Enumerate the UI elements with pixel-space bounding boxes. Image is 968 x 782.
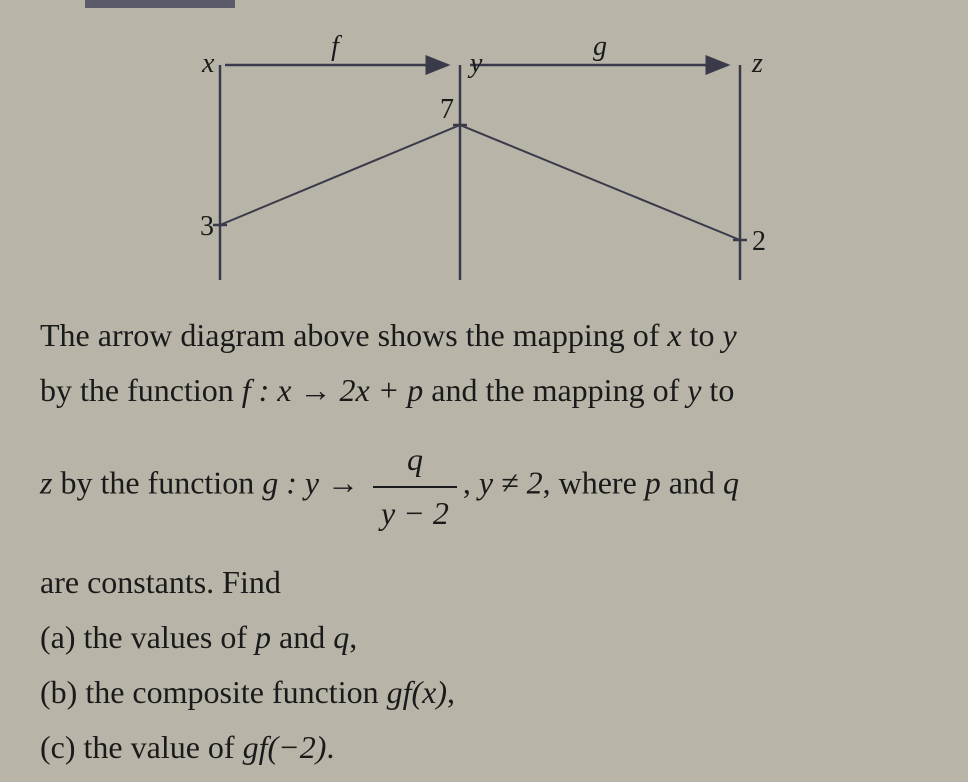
item-c: (c) the value of gf(−2).	[40, 722, 940, 773]
var-p: p	[645, 465, 661, 501]
fraction-numerator: q	[373, 434, 457, 487]
var-x: x	[667, 317, 681, 353]
item-label: (c)	[40, 729, 76, 765]
var-z: z	[40, 465, 52, 501]
var-y: y	[687, 372, 701, 408]
var-q: q	[723, 465, 739, 501]
text-segment: to	[682, 317, 723, 353]
fraction: q y − 2	[373, 434, 457, 538]
item-b: (b) the composite function gf(x),	[40, 667, 940, 718]
y-tick-label: 7	[440, 94, 454, 125]
item-a: (a) the values of p and q,	[40, 612, 940, 663]
label-g: g	[593, 31, 607, 62]
comma: ,	[463, 465, 471, 501]
f-definition: f : x → 2x + p	[242, 372, 424, 408]
text-segment: to	[701, 372, 734, 408]
paragraph-3: z by the function g : y → q y − 2 , y ≠ …	[40, 434, 940, 538]
var-y: y	[722, 317, 736, 353]
text-segment: are constants. Find	[40, 564, 281, 600]
text-segment: and the mapping of	[423, 372, 687, 408]
diagram-svg: x y z f g 3 7 2	[170, 30, 790, 290]
paragraph-2: by the function f : x → 2x + p and the m…	[40, 365, 940, 416]
label-y: y	[467, 48, 483, 79]
var-p: p	[255, 619, 271, 655]
g-definition-left: g : y →	[262, 465, 359, 501]
text-segment: by the function	[40, 372, 242, 408]
comma: ,	[447, 674, 455, 710]
text-segment: , where	[543, 465, 645, 501]
question-text: The arrow diagram above shows the mappin…	[40, 310, 940, 774]
gf-neg2: gf(−2)	[243, 729, 327, 765]
text-segment: and	[271, 619, 333, 655]
z-tick-label: 2	[752, 226, 766, 257]
text-segment: by the function	[52, 465, 262, 501]
fraction-denominator: y − 2	[373, 488, 457, 539]
var-q: q	[333, 619, 349, 655]
top-border-accent	[85, 0, 235, 8]
x-tick-label: 3	[200, 211, 214, 242]
text-segment: the composite function	[77, 674, 386, 710]
label-x: x	[201, 48, 215, 79]
text-segment: the values of	[76, 619, 256, 655]
comma: ,	[349, 619, 357, 655]
text-segment: the value of	[76, 729, 243, 765]
gf-x: gf(x)	[387, 674, 447, 710]
paragraph-1: The arrow diagram above shows the mappin…	[40, 310, 940, 361]
item-label: (b)	[40, 674, 77, 710]
label-z: z	[751, 48, 763, 79]
arrow-diagram: x y z f g 3 7 2	[170, 30, 790, 290]
label-f: f	[331, 31, 342, 62]
item-label: (a)	[40, 619, 76, 655]
text-segment: The arrow diagram above shows the mappin…	[40, 317, 667, 353]
y-neq-2: y ≠ 2	[479, 465, 543, 501]
text-segment: and	[661, 465, 723, 501]
paragraph-4: are constants. Find	[40, 557, 940, 608]
